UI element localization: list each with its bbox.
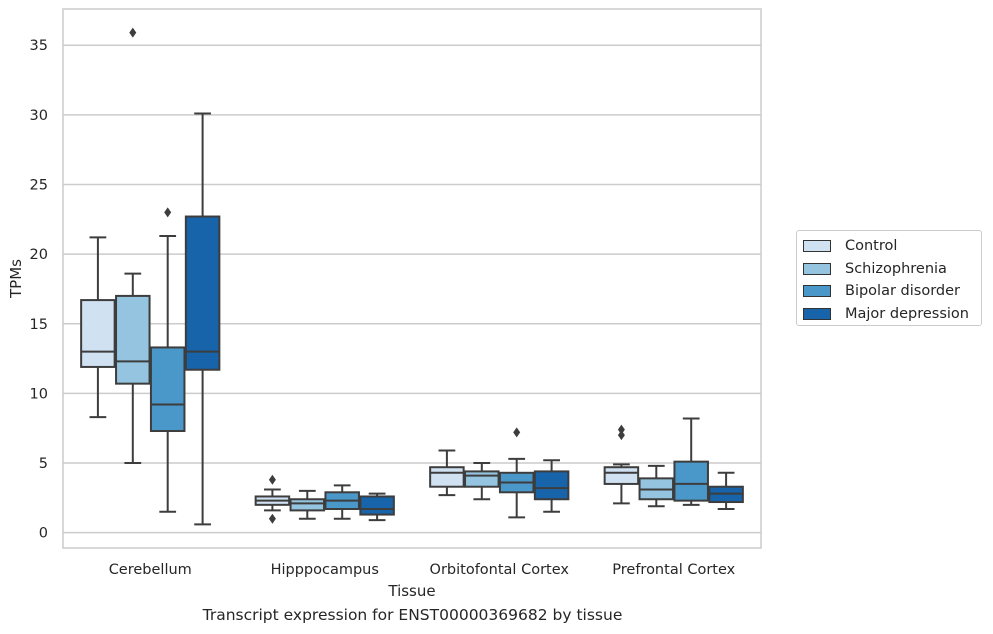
y-tick-label: 15 xyxy=(30,317,48,333)
outlier-point xyxy=(617,430,625,441)
box-major-depression xyxy=(708,471,744,511)
iqr-box xyxy=(359,495,395,516)
chart-caption: Transcript expression for ENST0000036968… xyxy=(202,606,623,624)
box-schizophrenia xyxy=(289,489,326,520)
legend-swatch xyxy=(803,262,831,275)
iqr-box xyxy=(115,294,151,385)
box-major-depression xyxy=(359,492,395,522)
legend-item: Control xyxy=(803,235,981,258)
x-axis-ticks: Cerebellum Hipppocampus Orbitofontal Corte… xyxy=(109,562,736,578)
iqr-box xyxy=(149,346,186,433)
y-axis-ticks: 0 5 10 15 20 25 30 35 xyxy=(30,38,48,541)
outlier-point xyxy=(268,474,276,485)
iqr-box xyxy=(533,470,570,501)
y-tick-label: 30 xyxy=(30,108,48,124)
iqr-box xyxy=(289,498,326,512)
legend-item: Bipolar disorder xyxy=(803,280,981,303)
iqr-box xyxy=(184,215,221,371)
box-control xyxy=(254,474,291,524)
y-axis-label: TPMs xyxy=(7,259,25,299)
box-major-depression xyxy=(533,459,570,513)
box-control xyxy=(603,424,640,505)
box-bipolar-disorder xyxy=(149,207,186,513)
iqr-box xyxy=(464,470,500,488)
legend-item: Schizophrenia xyxy=(803,258,981,281)
legend-item: Major depression xyxy=(803,303,981,326)
iqr-box xyxy=(429,466,465,488)
legend-label: Schizophrenia xyxy=(845,260,947,277)
legend-label: Control xyxy=(845,238,898,255)
box-schizophrenia xyxy=(638,464,675,508)
x-tick-label: Cerebellum xyxy=(109,562,192,578)
legend-swatch xyxy=(803,285,831,298)
box-major-depression xyxy=(184,112,221,526)
y-tick-label: 20 xyxy=(30,247,48,263)
x-tick-label: Orbitofontal Cortex xyxy=(430,562,570,578)
iqr-box xyxy=(603,466,640,485)
iqr-box xyxy=(80,299,116,368)
box-control xyxy=(80,236,116,419)
boxes xyxy=(80,27,744,526)
x-tick-label: Prefrontal Cortex xyxy=(612,562,735,578)
y-tick-label: 10 xyxy=(30,386,48,402)
legend: Control Schizophrenia Bipolar disorder Majo… xyxy=(796,230,982,326)
legend-swatch xyxy=(803,240,831,253)
box-schizophrenia xyxy=(464,462,500,501)
box-schizophrenia xyxy=(115,27,151,465)
outlier-point xyxy=(268,513,276,524)
legend-swatch xyxy=(803,307,831,320)
y-tick-label: 5 xyxy=(39,456,48,472)
x-tick-label: Hipppocampus xyxy=(271,562,379,578)
outlier-point xyxy=(513,427,521,438)
x-axis-label: Tissue xyxy=(387,582,435,600)
outlier-point xyxy=(129,27,137,38)
plot-frame xyxy=(62,8,762,549)
y-tick-label: 35 xyxy=(30,38,48,54)
box-bipolar-disorder xyxy=(673,417,709,506)
outlier-point xyxy=(617,424,625,435)
iqr-box xyxy=(673,460,709,502)
box-bipolar-disorder xyxy=(498,427,535,519)
legend-label: Bipolar disorder xyxy=(845,283,960,300)
y-tick-label: 0 xyxy=(39,526,48,542)
legend-label: Major depression xyxy=(845,305,969,322)
y-tick-label: 25 xyxy=(30,177,48,193)
outlier-point xyxy=(164,207,172,218)
box-control xyxy=(429,449,465,497)
box-bipolar-disorder xyxy=(324,484,360,520)
